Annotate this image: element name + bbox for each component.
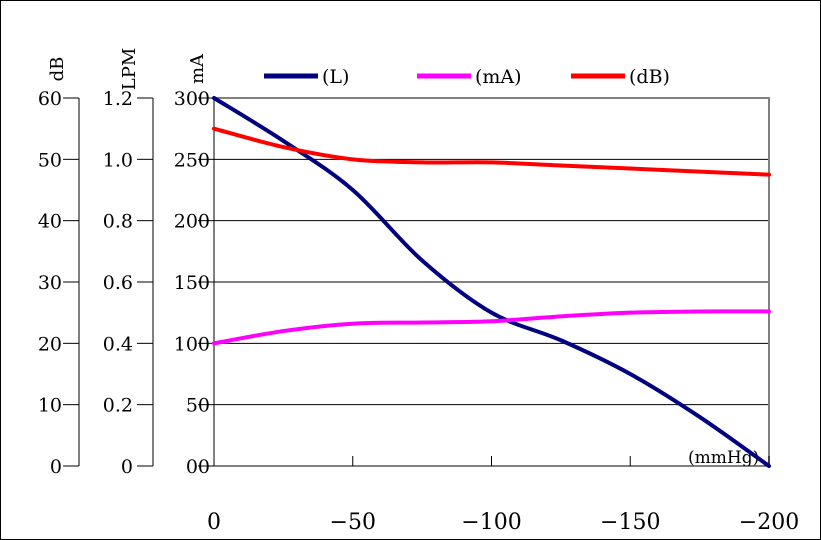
y-tick-label: 20 <box>38 333 62 355</box>
y-tick-label: 200 <box>174 211 210 233</box>
series-lines <box>212 96 771 468</box>
x-tick-label: −200 <box>739 510 799 535</box>
y-tick-label: 40 <box>38 211 62 233</box>
y-axis-name: LPM <box>119 48 140 91</box>
y-tick-label: 60 <box>38 88 62 110</box>
x-tick-label: −150 <box>600 510 660 535</box>
x-unit-label: (mmHg) <box>688 448 759 468</box>
x-tick-label: −50 <box>330 510 376 535</box>
y-tick-label: 1.0 <box>103 149 133 171</box>
y-tick-label: 50 <box>38 149 62 171</box>
legend-label: (L) <box>322 66 349 88</box>
legend: (L) (mA) (dB) <box>264 66 670 88</box>
x-tick-label: 0 <box>207 510 221 535</box>
series-line <box>212 126 771 177</box>
y-axis-name: dB <box>47 57 68 82</box>
x-axis: 0 −50 −100 −150 −200 (mmHg) <box>207 448 799 535</box>
y-tick-label: 00 <box>186 456 210 478</box>
y-axis-name: mA <box>187 53 208 84</box>
legend-label: (dB) <box>629 66 670 88</box>
y-tick-label: 100 <box>174 333 210 355</box>
y-tick-label: 1.2 <box>103 88 133 110</box>
y-tick-label: 0.8 <box>103 211 133 233</box>
y-tick-label: 250 <box>174 149 210 171</box>
y-tick-label: 30 <box>38 272 62 294</box>
y-tick-label: 0.6 <box>103 272 133 294</box>
y-tick-label: 50 <box>186 395 210 417</box>
grid-lines <box>214 97 770 467</box>
y-tick-label: 150 <box>174 272 210 294</box>
y-tick-label: 0.4 <box>103 333 133 355</box>
y-tick-label: 300 <box>174 88 210 110</box>
x-tick-label: −100 <box>461 510 521 535</box>
y-tick-label: 0 <box>50 456 62 478</box>
y-tick-label: 10 <box>38 395 62 417</box>
series-line <box>212 309 771 346</box>
y-tick-label: 0 <box>121 456 133 478</box>
plot-frame-right <box>743 97 770 466</box>
y-tick-label: 0.2 <box>103 395 133 417</box>
legend-label: (mA) <box>475 66 522 88</box>
